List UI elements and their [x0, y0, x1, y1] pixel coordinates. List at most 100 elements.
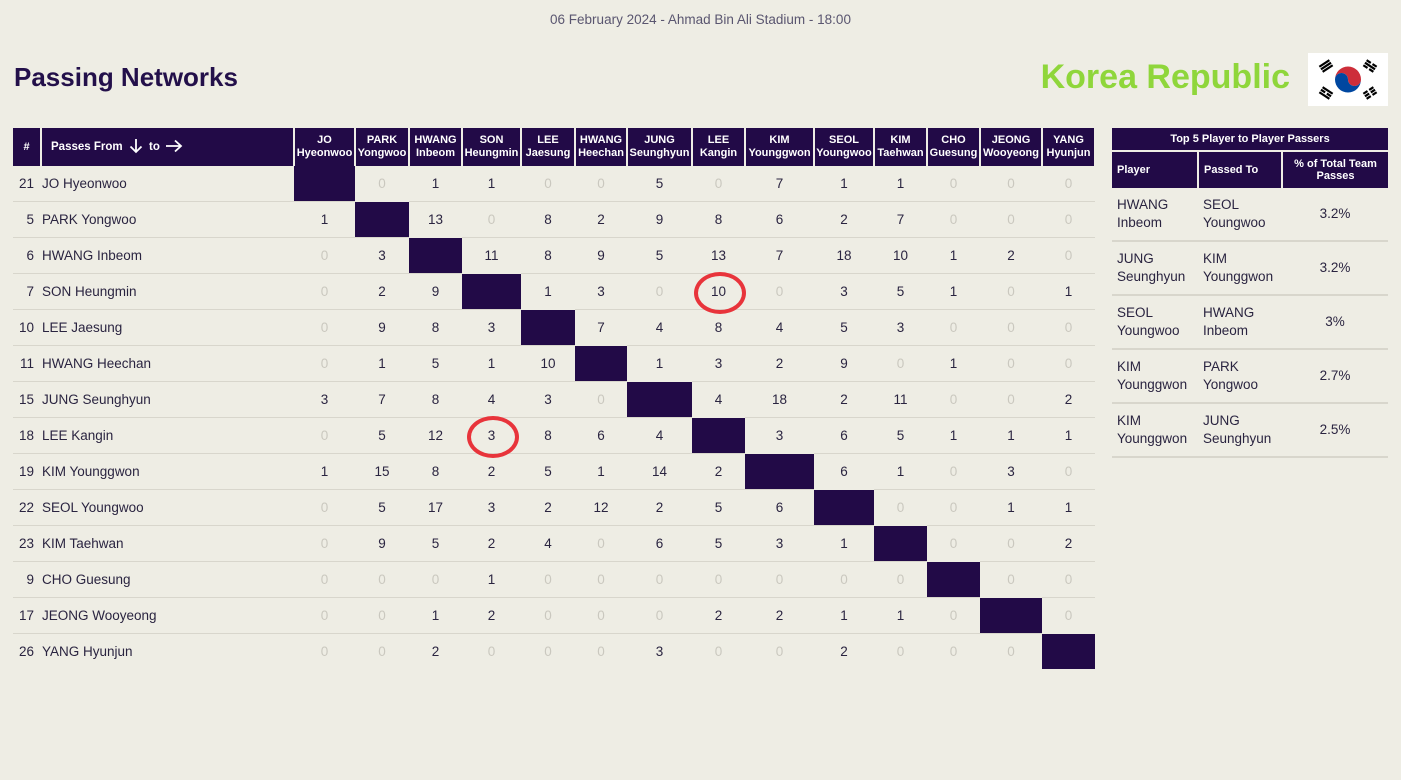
top5-table: Top 5 Player to Player Passers Player Pa…: [1112, 128, 1389, 458]
pass-count-cell: 6: [627, 525, 692, 562]
player-number: 23: [13, 525, 41, 562]
pass-count-cell: 0: [874, 489, 927, 526]
pass-count-cell: 0: [627, 597, 692, 634]
pass-count: 4: [487, 392, 496, 407]
table-row: 23 KIM Taehwan 0 9 5 2 4 0 6 5 3 1 0 0 2: [13, 525, 1095, 562]
pass-count: 0: [949, 176, 958, 191]
pass-count-cell: 3: [355, 237, 409, 274]
pass-count-cell: 0: [575, 381, 627, 418]
pass-count-cell: 0: [575, 597, 627, 634]
pass-count-cell: 0: [409, 561, 462, 598]
pass-count: 0: [714, 644, 723, 659]
pass-count: 0: [949, 644, 958, 659]
pass-count: 7: [896, 212, 905, 227]
pass-count-cell: 3: [462, 415, 521, 458]
pass-count-cell: 2: [409, 633, 462, 669]
pass-count-cell: 5: [874, 273, 927, 310]
pass-count-cell: 0: [294, 597, 355, 634]
pass-count-cell: 0: [1042, 201, 1095, 238]
pass-count-cell: 1: [521, 273, 575, 310]
pass-count-cell: 1: [355, 345, 409, 382]
pass-count-cell: 4: [627, 309, 692, 346]
player-number: 22: [13, 489, 41, 526]
pass-count-cell: 2: [355, 273, 409, 310]
pass-count: 0: [655, 284, 664, 299]
pass-count: 0: [320, 284, 329, 299]
pass-count-cell: 2: [745, 597, 814, 634]
pass-count-cell: 0: [1042, 597, 1095, 634]
pass-count-cell: 0: [980, 345, 1042, 382]
pass-count: 0: [949, 464, 958, 479]
page-title: Passing Networks: [14, 62, 238, 92]
pass-count: 0: [544, 644, 552, 659]
pass-count: 2: [714, 608, 723, 623]
pass-count: 2: [487, 464, 496, 479]
pass-count: 2: [840, 644, 848, 659]
pass-count-cell: 1: [927, 237, 980, 274]
pass-count-cell: 7: [355, 381, 409, 418]
header-from-label: Passes From: [51, 141, 123, 154]
pass-count: 13: [710, 248, 727, 263]
pass-count-cell: 0: [627, 273, 692, 310]
pass-count-cell: 0: [521, 597, 575, 634]
column-header-first: Seunghyun: [629, 147, 690, 159]
pass-count-cell: 0: [355, 597, 409, 634]
pass-count: 9: [655, 212, 664, 227]
diagonal-cell: [980, 597, 1042, 634]
pass-count-cell: 0: [874, 633, 927, 669]
pass-count-cell: 0: [814, 561, 874, 598]
pass-count-cell: 1: [1042, 417, 1095, 454]
pass-count: 6: [775, 500, 784, 515]
pass-count-cell: 0: [980, 309, 1042, 346]
pass-count-cell: 6: [745, 489, 814, 526]
pass-count-cell: 13: [409, 201, 462, 238]
pass-count: 0: [1007, 356, 1015, 371]
pass-count-cell: 1: [874, 597, 927, 634]
column-header-first: Younggwon: [748, 147, 811, 159]
pass-count: 1: [949, 248, 958, 263]
pass-count: 1: [949, 428, 958, 443]
pass-count-cell: 18: [745, 381, 814, 418]
pass-count: 12: [427, 428, 444, 443]
pass-count-cell: 2: [462, 597, 521, 634]
pass-count-cell: 6: [745, 201, 814, 238]
pass-count-cell: 17: [409, 489, 462, 526]
pass-count-cell: 0: [692, 561, 745, 598]
pass-count: 0: [1007, 320, 1015, 335]
pass-count-cell: 0: [874, 345, 927, 382]
pass-count: 18: [836, 248, 852, 263]
top5-row: JUNG Seunghyun KIM Younggwon 3.2%: [1112, 241, 1389, 296]
pass-count-cell: 2: [814, 381, 874, 418]
pass-count: 7: [775, 248, 784, 263]
pass-count: 9: [378, 320, 386, 335]
pass-count: 17: [427, 500, 444, 515]
pass-count: 0: [1064, 572, 1073, 587]
pass-count-cell: 1: [409, 166, 462, 202]
top5-pct: 2.7%: [1282, 349, 1389, 404]
pass-count: 2: [378, 284, 386, 299]
pass-count: 0: [1007, 212, 1015, 227]
pass-count: 3: [378, 248, 386, 263]
pass-count: 18: [771, 392, 788, 407]
pass-count-cell: 0: [980, 561, 1042, 598]
pass-count-cell: 1: [814, 525, 874, 562]
pass-count: 9: [378, 536, 386, 551]
pass-count: 0: [320, 572, 329, 587]
column-header-first: Hyeonwoo: [296, 147, 353, 159]
pass-count: 8: [714, 212, 723, 227]
pass-count: 0: [597, 644, 605, 659]
pass-count: 0: [597, 536, 605, 551]
pass-count: 0: [949, 392, 958, 407]
top5-row: KIM Younggwon PARK Yongwoo 2.7%: [1112, 349, 1389, 404]
pass-count-cell: 3: [980, 453, 1042, 490]
pass-count-cell: 0: [1042, 309, 1095, 346]
top5-header-pct: % of Total Team Passes: [1282, 151, 1389, 188]
pass-count-cell: 0: [355, 561, 409, 598]
top5-row: HWANG Inbeom SEOL Youngwoo 3.2%: [1112, 188, 1389, 242]
column-header-last: KIM: [769, 134, 790, 146]
column-header: LEE Kangin: [692, 128, 746, 166]
pass-count: 0: [378, 644, 386, 659]
pass-count: 3: [840, 284, 848, 299]
pass-count: 8: [544, 212, 552, 227]
pass-count: 0: [320, 500, 329, 515]
